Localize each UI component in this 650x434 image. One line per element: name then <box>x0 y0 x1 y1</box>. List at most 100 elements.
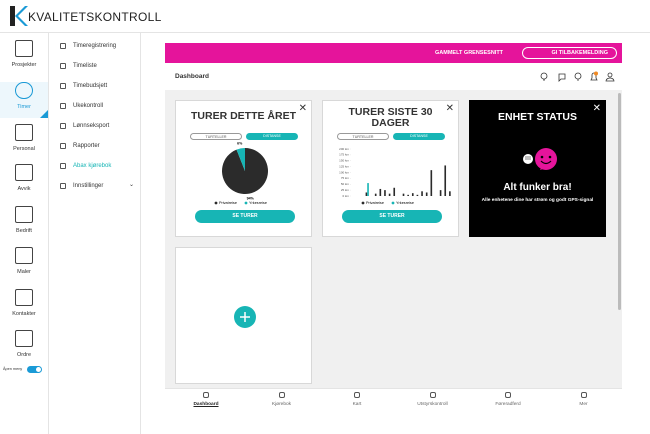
submenu-icon <box>60 103 66 109</box>
nav-label[interactable]: Bedrift <box>16 228 32 234</box>
nav-icon <box>278 392 285 398</box>
toggle[interactable] <box>27 366 42 373</box>
bar <box>449 191 451 196</box>
tab[interactable]: DISTANSE <box>393 133 445 140</box>
bottom-nav-item[interactable]: Mer <box>579 402 588 407</box>
see-trips-button[interactable]: SE TURER <box>195 210 295 223</box>
nav-icon <box>580 392 587 398</box>
submenu-item[interactable]: Lønnseksport <box>73 123 110 129</box>
bar <box>444 165 447 196</box>
header <box>0 0 650 33</box>
card-add <box>175 247 312 384</box>
nav-icon <box>15 164 33 181</box>
close[interactable]: ✕ <box>592 103 601 114</box>
nav-label[interactable]: Prosjekter <box>11 62 37 68</box>
bar <box>374 193 377 196</box>
divider <box>140 33 141 434</box>
submenu-item[interactable]: Innstillinger <box>73 183 104 189</box>
status-icon <box>523 148 557 170</box>
nav-label[interactable]: Avvik <box>17 186 31 192</box>
card-trips-year: TURER DETTE ÅRET ✕ TURTELLER DISTANSE 94… <box>175 100 312 237</box>
bar <box>421 191 423 196</box>
bar <box>430 170 433 196</box>
nav-label[interactable]: Ordre <box>16 352 32 358</box>
close[interactable]: ✕ <box>445 103 454 114</box>
close[interactable]: ✕ <box>298 103 307 114</box>
nav-icon <box>354 392 360 398</box>
nav-icon <box>15 82 33 99</box>
bottom-nav-item[interactable]: Utstyrskontroll <box>417 402 448 407</box>
y-tick-label: 150 km <box>339 159 349 163</box>
card-unit-status: ENHET STATUS ✕ Alt funker bra! Alle enhe… <box>469 100 606 237</box>
legend-label: Yrkesreise <box>396 201 414 205</box>
submenu-item[interactable]: Rapporter <box>73 143 100 149</box>
logo-icon <box>10 6 28 26</box>
toggle-label: Åpen meny <box>3 367 23 371</box>
scrollbar[interactable] <box>618 93 621 310</box>
nav-label[interactable]: Timer <box>17 104 31 110</box>
old-ui-link[interactable]: GAMMELT GRENSESNITT <box>435 50 504 56</box>
bar <box>384 190 386 196</box>
nav-icon <box>505 392 511 398</box>
y-tick-label: 0 km <box>342 194 349 198</box>
bar <box>393 187 396 196</box>
header-icons <box>540 71 615 82</box>
y-tick-label: 100 km <box>339 170 349 174</box>
bar <box>379 188 382 196</box>
pie-slice <box>236 148 245 171</box>
card-title: TURER DETTE ÅRET <box>191 110 296 122</box>
bottom-nav-item[interactable]: Kjørebok <box>271 402 292 407</box>
page-title: Dashboard <box>175 73 209 80</box>
card-trips-30: TURER SISTE 30 DAGER ✕ TURTELLER DISTANS… <box>322 100 459 237</box>
submenu-item[interactable]: Timeregistrering <box>73 43 117 49</box>
bottom-nav-item[interactable]: Dashboard <box>193 402 219 407</box>
tab[interactable]: DISTANSE <box>246 133 298 140</box>
bar <box>416 194 419 196</box>
submenu-item[interactable]: Abax kjørebok <box>73 163 112 169</box>
bar <box>425 192 428 196</box>
bottom-nav-item[interactable]: Føreradferd <box>495 402 521 407</box>
y-tick-label: 50 km <box>341 182 350 186</box>
nav-icon <box>15 124 33 141</box>
submenu-item[interactable]: Ukekontroll <box>73 103 104 109</box>
card-title: ENHET STATUS <box>498 111 577 123</box>
y-tick-label: 200 km <box>339 147 349 151</box>
nav-label[interactable]: Personal <box>13 146 35 152</box>
bar <box>439 190 442 196</box>
nav-icon <box>15 330 33 347</box>
submenu-icon <box>60 183 66 189</box>
topbar <box>165 43 622 63</box>
tab[interactable]: TURTELLER <box>190 133 242 140</box>
submenu-item[interactable]: Timebudsjett <box>73 83 108 89</box>
chevron: ⌄ <box>129 182 135 188</box>
nav-icon <box>429 392 436 398</box>
add-button[interactable] <box>233 305 257 329</box>
feedback-button[interactable]: GI TILBAKEMELDING <box>522 47 617 59</box>
bar <box>365 192 368 196</box>
submenu-icon <box>60 163 66 169</box>
legend-label: Privatreise <box>366 201 384 205</box>
bar <box>407 194 409 196</box>
submenu-icon <box>60 143 66 149</box>
see-trips-button[interactable]: SE TURER <box>342 210 442 223</box>
bottom-nav <box>165 388 622 414</box>
submenu-item[interactable]: Timeliste <box>73 63 97 69</box>
bar <box>388 193 391 196</box>
legend-label: Yrkesreise <box>249 201 267 205</box>
legend-label: Privatreise <box>219 201 237 205</box>
nav-icon <box>203 392 209 398</box>
legend-dot <box>244 201 248 205</box>
legend-dot <box>391 201 395 205</box>
nav-icon <box>15 206 33 223</box>
y-tick-label: 75 km <box>341 176 350 180</box>
nav-label[interactable]: Maler <box>17 269 31 275</box>
tab[interactable]: TURTELLER <box>337 133 389 140</box>
status-message: Alt funker bra! <box>503 182 572 193</box>
nav-label[interactable]: Kontakter <box>12 311 36 317</box>
bar <box>411 193 414 196</box>
submenu-icon <box>60 43 66 49</box>
bottom-nav-item[interactable]: Kart <box>352 402 362 407</box>
submenu-icon <box>60 63 66 69</box>
submenu-icon <box>60 123 66 129</box>
